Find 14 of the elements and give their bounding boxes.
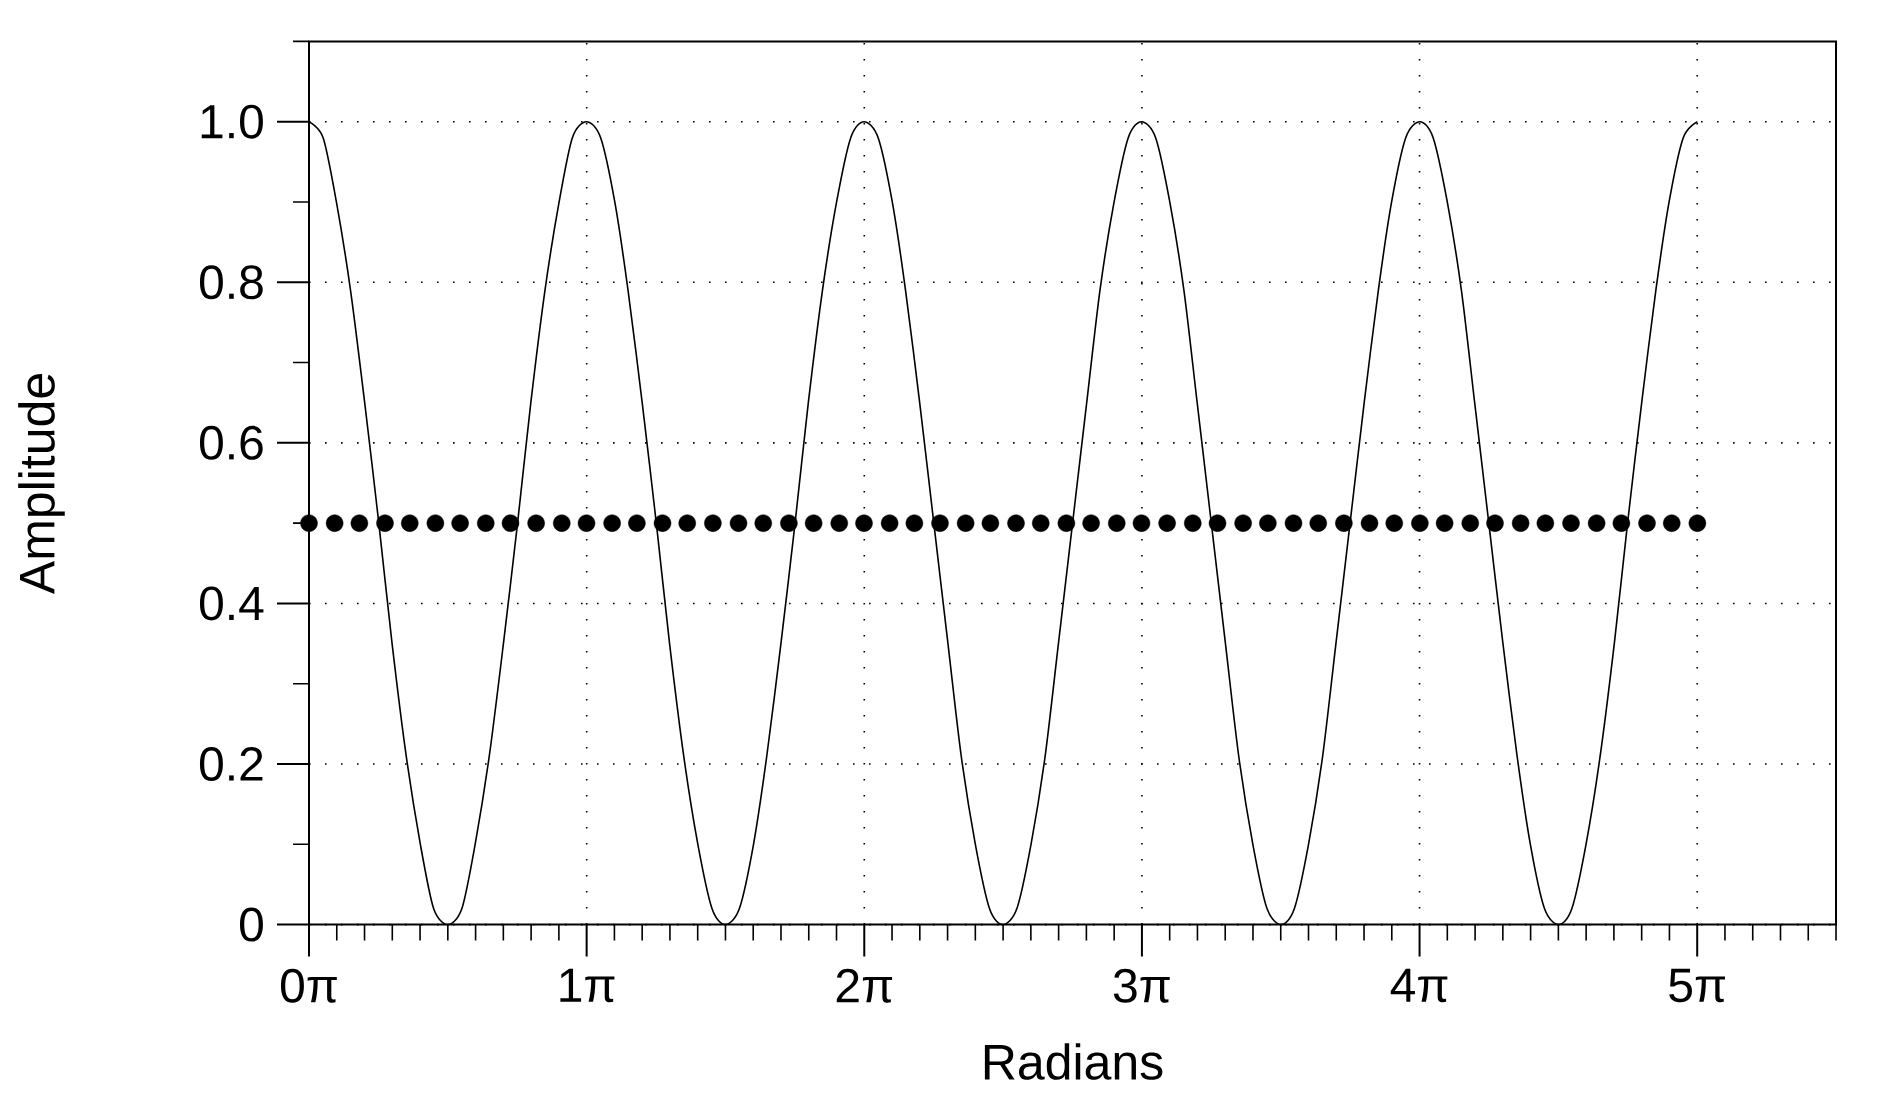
x-tick-label: 0π <box>280 968 337 1003</box>
y-tick-label: 0.4 <box>199 586 264 621</box>
y-axis-title: Amplitude <box>18 374 65 595</box>
x-tick-label: 3π <box>1113 968 1170 1003</box>
y-tick-label: 0 <box>239 907 263 942</box>
y-tick-label: 0.8 <box>199 265 263 300</box>
x-tick-label: 4π <box>1390 968 1448 1003</box>
x-tick-label: 2π <box>836 968 893 1003</box>
y-tick-label: 0.6 <box>199 425 263 460</box>
y-tick-label: 0.2 <box>199 747 263 782</box>
x-tick-label: 5π <box>1669 968 1725 1003</box>
y-tick-label: 1.0 <box>201 104 263 139</box>
x-axis-title: Radians <box>984 1043 1163 1080</box>
x-tick-label: 1π <box>560 968 615 1003</box>
